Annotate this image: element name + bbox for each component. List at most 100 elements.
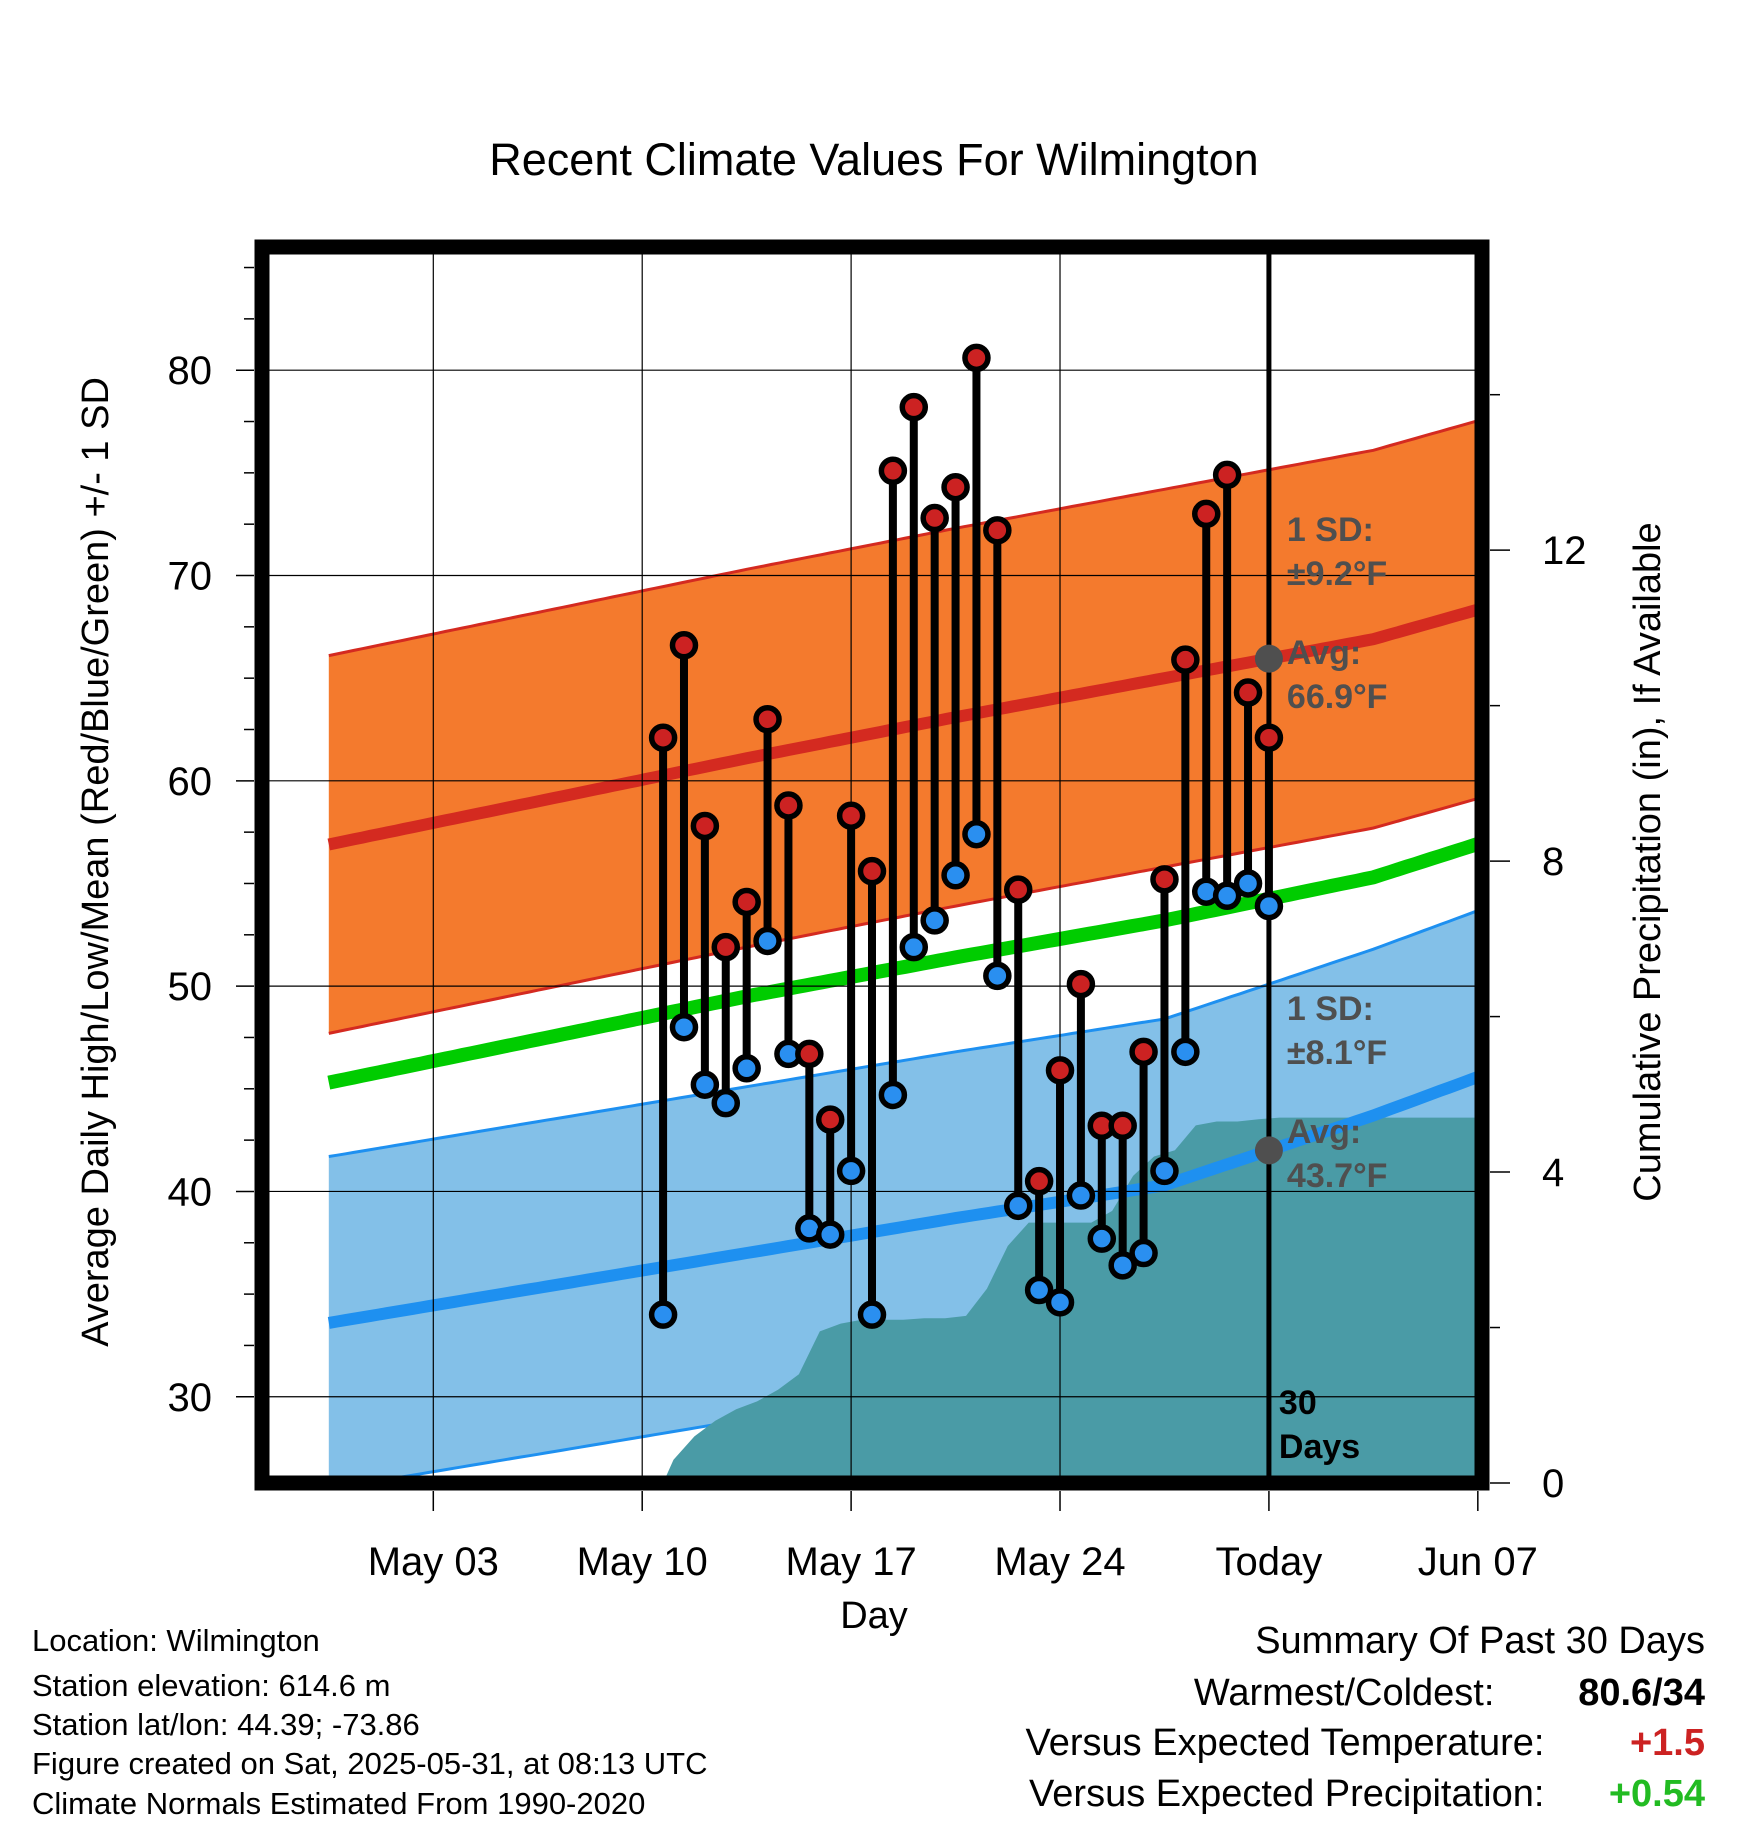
summary-warm-cold-label: Warmest/Coldest:	[1193, 1672, 1495, 1714]
y-tick-label: 70	[168, 555, 213, 599]
summary-precip: Versus Expected Precipitation: +0.54	[1029, 1773, 1705, 1816]
daily-high-point	[795, 1039, 824, 1069]
plot-inner	[262, 247, 1482, 1483]
daily-low-point	[1171, 1037, 1200, 1067]
daily-low-point	[648, 1300, 678, 1329]
daily-low-point	[1254, 891, 1284, 921]
y-tick-label: 80	[168, 349, 213, 393]
daily-low-point	[1003, 1191, 1033, 1221]
daily-high-point	[983, 516, 1012, 545]
daily-low-point	[1212, 881, 1242, 911]
daily-low-point	[878, 1080, 908, 1110]
low-sd-upper-edge	[328, 907, 1482, 1158]
info-latlon: Station lat/lon: 44.39; -73.86	[32, 1707, 420, 1742]
daily-high-point	[878, 456, 908, 486]
daily-low-point	[857, 1300, 887, 1329]
low-avg-label: Avg:	[1287, 1113, 1361, 1151]
daily-high-point	[1003, 875, 1033, 904]
daily-high-point	[1150, 865, 1179, 894]
daily-low-point	[732, 1054, 761, 1083]
low-sd-value: ±8.1°F	[1287, 1034, 1387, 1072]
info-created: Figure created on Sat, 2025-05-31, at 08…	[32, 1746, 708, 1781]
daily-high-point	[1233, 678, 1263, 707]
days-word-label: Days	[1279, 1428, 1360, 1466]
x-tick-label: May 24	[994, 1540, 1125, 1584]
info-location: Location: Wilmington	[32, 1623, 320, 1658]
y-axis-right-label: Cumulative Precipitation (in), If Availa…	[1627, 522, 1669, 1201]
daily-high-point	[899, 392, 929, 422]
summary-temp-label: Versus Expected Temperature:	[1025, 1722, 1545, 1764]
y-tick-label: 50	[168, 965, 213, 1009]
daily-high-point	[1171, 645, 1200, 674]
info-normals: Climate Normals Estimated From 1990-2020	[32, 1786, 646, 1821]
high-sd-value: ±9.2°F	[1287, 555, 1387, 593]
daily-low-point	[941, 861, 970, 890]
daily-low-point	[815, 1220, 845, 1249]
high-avg-label: Avg:	[1287, 634, 1361, 672]
daily-low-point	[753, 926, 782, 956]
plot-frame	[254, 239, 1490, 1491]
normal-mean-line	[327, 835, 1482, 1090]
summary-title: Summary Of Past 30 Days	[1255, 1620, 1705, 1662]
daily-high-point	[1212, 460, 1242, 490]
daily-high-point	[732, 887, 761, 917]
daily-high-point	[690, 811, 720, 841]
daily-high-point	[753, 704, 782, 734]
summary-warm-cold-value: 80.6/34	[1578, 1672, 1705, 1714]
daily-low-point	[1108, 1251, 1137, 1280]
daily-low-point	[836, 1156, 866, 1186]
daily-low-point	[669, 1012, 699, 1042]
daily-high-point	[815, 1105, 845, 1134]
summary-precip-value: +0.54	[1608, 1773, 1705, 1815]
daily-high-point	[962, 343, 991, 373]
daily-low-point	[1233, 869, 1263, 898]
daily-low-point	[690, 1070, 720, 1099]
x-axis-title-text: Day	[840, 1595, 908, 1637]
chart-title: Recent Climate Values For Wilmington	[489, 134, 1258, 185]
days-count-label: 30	[1279, 1384, 1317, 1422]
y-tick-label: 40	[168, 1170, 213, 1214]
high-sd-upper-edge	[328, 418, 1482, 658]
climate-chart: 1 SD: ±9.2°F Avg: 66.9°F 1 SD: ±8.1°F Avg: 43.7…	[75, 134, 1669, 1584]
low-sd-label: 1 SD:	[1287, 990, 1374, 1028]
daily-low-point	[711, 1088, 741, 1118]
daily-low-point	[1129, 1238, 1158, 1268]
daily-high-point	[669, 631, 699, 660]
daily-high-point	[857, 856, 887, 886]
daily-low-point	[920, 906, 949, 935]
high-sd-label: 1 SD:	[1287, 511, 1374, 549]
high-sd-lower-edge	[328, 795, 1482, 1035]
daily-high-point	[941, 472, 970, 502]
x-tick-label: May 03	[368, 1540, 499, 1584]
daily-high-point	[836, 801, 866, 830]
y2-tick-label: 0	[1542, 1462, 1564, 1506]
daily-high-point	[1254, 723, 1284, 752]
daily-low-point	[1045, 1288, 1075, 1317]
daily-high-point	[648, 723, 678, 752]
y2-tick-label: 4	[1542, 1151, 1564, 1195]
normal-high-line	[327, 602, 1482, 851]
x-tick-label: May 10	[577, 1540, 708, 1584]
daily-high-point	[774, 791, 803, 820]
summary-temp: Versus Expected Temperature: +1.5	[1026, 1722, 1705, 1765]
daily-low-point	[983, 961, 1012, 991]
daily-high-point	[711, 932, 741, 962]
x-tick-label: Jun 07	[1418, 1540, 1538, 1584]
daily-low-point	[1087, 1224, 1117, 1253]
summary-temp-value: +1.5	[1629, 1722, 1705, 1764]
y2-tick-label: 12	[1542, 529, 1587, 573]
daily-low-point	[899, 932, 929, 962]
daily-high-point	[1129, 1037, 1158, 1067]
high-avg-marker	[1254, 644, 1283, 673]
normal-low-line	[327, 1069, 1482, 1329]
y-axis-left-label: Average Daily High/Low/Mean (Red/Blue/Gr…	[75, 377, 117, 1347]
summary-precip-label: Versus Expected Precipitation:	[1029, 1773, 1545, 1815]
x-tick-label: May 17	[786, 1540, 917, 1584]
y-tick-label: 30	[168, 1376, 213, 1420]
plot-area: 1 SD: ±9.2°F Avg: 66.9°F 1 SD: ±8.1°F Avg: 43.7…	[168, 239, 1587, 1584]
daily-high-point	[1066, 969, 1096, 999]
high-avg-value: 66.9°F	[1287, 678, 1388, 716]
summary-warm-cold: Warmest/Coldest: 80.6/34	[1194, 1672, 1705, 1715]
daily-low-point	[1066, 1181, 1096, 1210]
daily-high-point	[920, 503, 949, 533]
